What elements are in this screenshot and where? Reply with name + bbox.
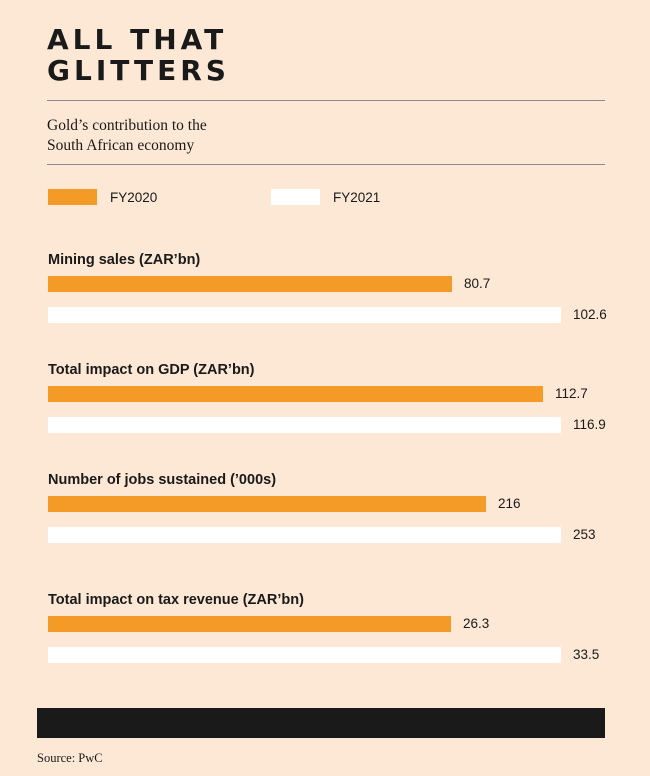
- bar-value-label-fy2021-group-4: 33.5: [573, 647, 600, 662]
- legend-label-fy2020: FY2020: [110, 189, 158, 205]
- source-note: Source: PwC: [37, 751, 103, 765]
- bar-value-label-fy2020-group-2: 112.7: [555, 386, 588, 401]
- bar-fy2021-group-4: [48, 647, 561, 663]
- chart-subtitle-line-1: Gold’s contribution to the: [47, 117, 207, 134]
- bar-value-label-fy2021-group-1: 102.6: [573, 307, 607, 322]
- footer-band: [37, 708, 605, 738]
- bar-fy2021-group-2: [48, 417, 561, 433]
- group-title-2: Total impact on GDP (ZAR’bn): [48, 362, 255, 378]
- bar-fy2020-group-3: [48, 496, 486, 512]
- group-title-4: Total impact on tax revenue (ZAR’bn): [48, 592, 304, 608]
- bar-fy2021-group-1: [48, 307, 561, 323]
- chart-title-line-1: ALL THAT: [47, 23, 228, 56]
- chart-title-line-2: GLITTERS: [47, 54, 230, 87]
- legend-label-fy2021: FY2021: [333, 189, 381, 205]
- bar-value-label-fy2020-group-3: 216: [498, 496, 521, 511]
- legend-item-fy2020: FY2020: [48, 189, 157, 205]
- chart-subtitle: Gold’s contribution to the South African…: [47, 116, 347, 156]
- group-title-3: Number of jobs sustained (’000s): [48, 472, 277, 488]
- group-title-1: Mining sales (ZAR’bn): [48, 252, 201, 268]
- chart-subtitle-line-2: South African economy: [47, 137, 195, 154]
- legend-item-fy2021: FY2021: [271, 189, 380, 205]
- bar-fy2020-group-4: [48, 616, 451, 632]
- bar-value-label-fy2021-group-2: 116.9: [573, 417, 606, 432]
- bar-value-label-fy2020-group-1: 80.7: [464, 276, 491, 291]
- legend-swatch-fy2021: [271, 189, 320, 205]
- bar-fy2021-group-3: [48, 527, 561, 543]
- bar-fy2020-group-1: [48, 276, 452, 292]
- chart-title: ALL THAT GLITTERS: [47, 24, 347, 86]
- bar-value-label-fy2020-group-4: 26.3: [463, 616, 490, 631]
- bar-value-label-fy2021-group-3: 253: [573, 527, 596, 542]
- top-divider: [47, 100, 605, 101]
- legend-swatch-fy2020: [48, 189, 97, 205]
- subtitle-divider: [47, 164, 605, 165]
- bar-fy2020-group-2: [48, 386, 543, 402]
